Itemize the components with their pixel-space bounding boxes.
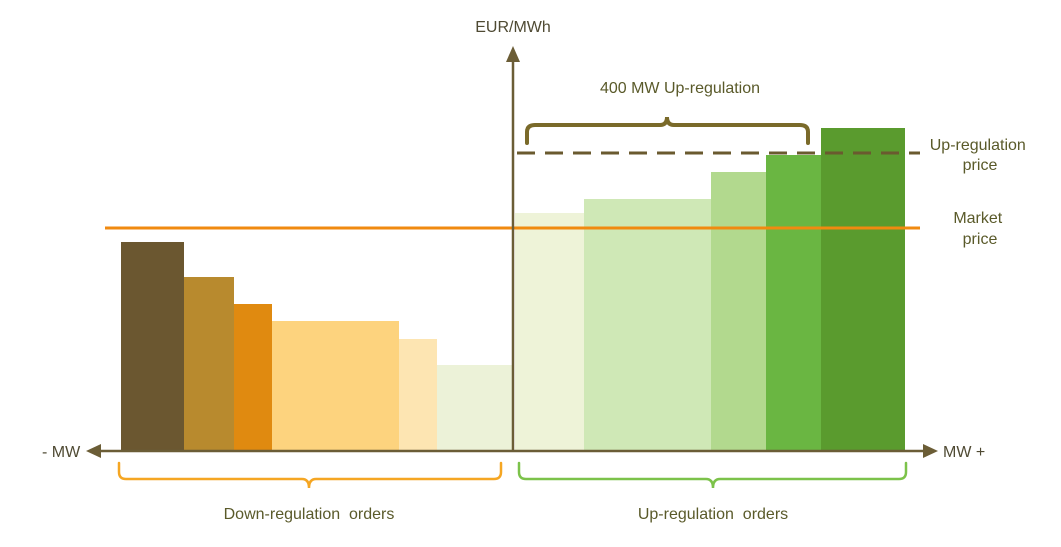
up-regulation-volume-brace [525,116,810,145]
axes [86,46,938,458]
up-regulation-price-label-line2: price [963,157,998,174]
x-axis-left-label: - MW [42,444,81,461]
down-regulation-bars [121,242,513,450]
up-bar-4 [766,155,821,450]
up-regulation-brace [517,461,908,489]
down-bar-3 [234,304,272,450]
y-axis-arrow [506,46,520,62]
down-bar-4 [272,321,399,450]
up-regulation-price-label-line1: Up-regulation [930,137,1026,154]
down-bar-2 [184,277,234,450]
up-bar-2 [584,199,711,450]
up-bar-1 [515,213,584,450]
x-axis-right-label: MW + [943,444,985,461]
down-bar-6 [437,365,513,450]
market-price-label-line1: Market [953,210,1002,227]
market-price-label-line2: price [963,231,998,248]
up-regulation-price-label: Up-regulation price [930,137,1031,174]
up-bar-5 [821,128,905,450]
down-regulation-orders-label: Down-regulation orders [224,506,395,523]
up-regulation-bars [515,128,905,450]
y-axis-label: EUR/MWh [475,19,551,36]
down-bar-5 [399,339,437,450]
down-bar-1 [121,242,184,450]
up-bar-3 [711,172,766,450]
up-regulation-orders-label: Up-regulation orders [638,506,788,523]
x-axis-left-arrow [86,444,101,458]
market-price-label: Market price [953,210,1006,248]
x-axis-right-arrow [923,444,938,458]
down-regulation-brace [117,461,503,489]
up-regulation-volume-label: 400 MW Up-regulation [600,80,760,97]
